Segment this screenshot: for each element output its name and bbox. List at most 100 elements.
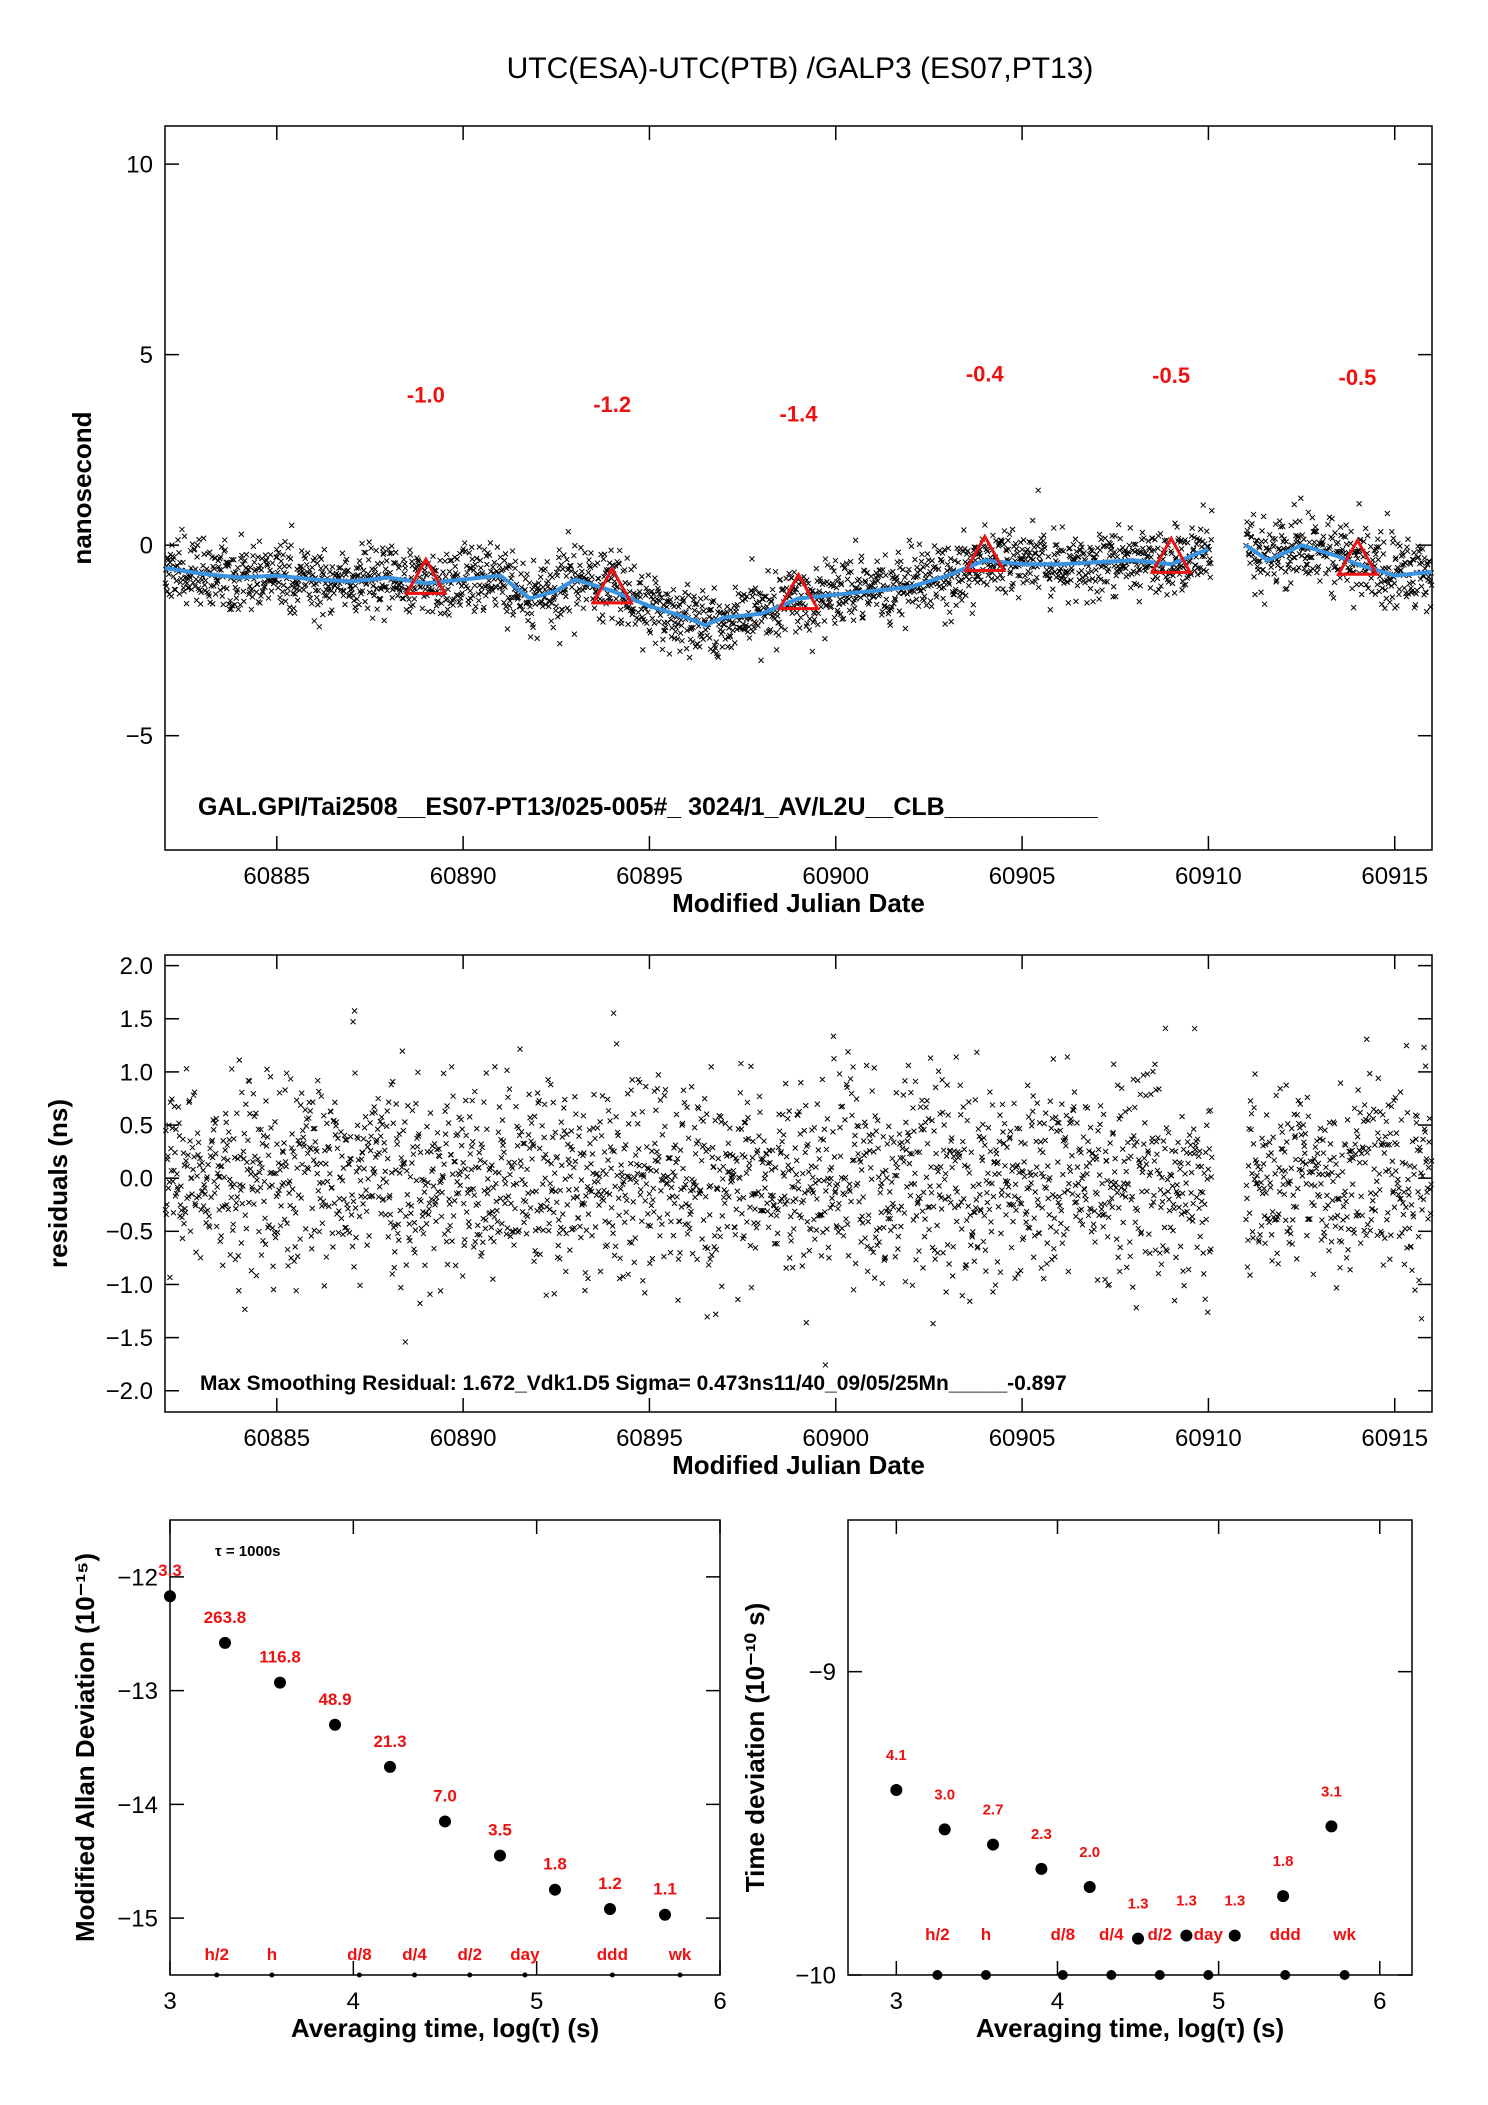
- data-point: [919, 1097, 925, 1104]
- data-point: [830, 583, 837, 590]
- data-point: [506, 1086, 513, 1092]
- data-point: [311, 618, 318, 624]
- data-point: [945, 1194, 952, 1200]
- data-point: [623, 1209, 630, 1216]
- data-point: [1203, 1122, 1210, 1129]
- data-point: [369, 1192, 376, 1199]
- data-point: [556, 547, 563, 553]
- data-point: [957, 1111, 964, 1118]
- data-point: [167, 1274, 173, 1281]
- data-point: [1203, 1216, 1210, 1223]
- data-point: [1010, 1218, 1016, 1225]
- data-point: [851, 1157, 857, 1163]
- data-point: [800, 1197, 807, 1204]
- data-point: [1403, 1204, 1409, 1211]
- data-point: [447, 1222, 453, 1229]
- data-point: [1347, 1266, 1353, 1273]
- data-point: [644, 1165, 651, 1171]
- data-point: [686, 1225, 693, 1232]
- data-point: [666, 651, 673, 657]
- data-point: [1395, 1191, 1402, 1198]
- data-point: [1260, 513, 1267, 520]
- data-point: [1282, 586, 1289, 593]
- data-point: [300, 586, 307, 593]
- data-point: [288, 542, 294, 549]
- data-point: [1200, 1250, 1207, 1256]
- data-point: [288, 522, 295, 529]
- data-point: [1201, 553, 1208, 560]
- data-point: [206, 549, 213, 556]
- data-point: [888, 1134, 895, 1141]
- data-point: [228, 1194, 235, 1201]
- data-point: [449, 1238, 455, 1244]
- data-point: [1188, 1169, 1195, 1176]
- data-point: [1428, 582, 1435, 589]
- data-point: [1172, 520, 1178, 527]
- data-point: [238, 1240, 245, 1246]
- data-point: [755, 622, 761, 629]
- data-point: [614, 1172, 620, 1179]
- data-point: [279, 1148, 286, 1154]
- data-point: [293, 1287, 300, 1294]
- data-point: [448, 1063, 455, 1070]
- data-point: [1059, 524, 1066, 530]
- data-point: [972, 1204, 979, 1211]
- data-point: [726, 632, 733, 639]
- data-point: [235, 606, 242, 613]
- data-point: [1325, 566, 1332, 573]
- data-point: [1190, 547, 1197, 554]
- data-point: [670, 1232, 677, 1239]
- data-point: [1415, 554, 1422, 561]
- data-point: [529, 1156, 535, 1162]
- data-point: [879, 567, 886, 573]
- data-point: [320, 1198, 327, 1205]
- data-point: [194, 542, 201, 548]
- data-point: [786, 570, 793, 577]
- data-point: [953, 1218, 960, 1225]
- data-point: [1247, 1097, 1254, 1104]
- data-point: [299, 1127, 306, 1134]
- data-point: [1195, 564, 1202, 571]
- data-point: [639, 1277, 646, 1284]
- data-point: [563, 1230, 570, 1237]
- data-point: [186, 1099, 192, 1106]
- data-point: [1063, 1112, 1070, 1119]
- data-point: [701, 1095, 708, 1102]
- data-point: [1251, 573, 1257, 580]
- data-point: [1180, 1268, 1186, 1275]
- data-point: [1407, 1162, 1413, 1169]
- data-point: [1342, 1142, 1349, 1148]
- data-point: [929, 557, 935, 564]
- data-point: [1100, 1111, 1107, 1118]
- data-point: [551, 1170, 558, 1177]
- data-point: [1089, 576, 1096, 582]
- data-point: [329, 564, 336, 570]
- data-point: [760, 1156, 766, 1162]
- data-point: [595, 575, 602, 582]
- data-point: [1188, 1189, 1194, 1196]
- data-point: [439, 1172, 446, 1179]
- x-tick-label: 60890: [430, 863, 497, 890]
- data-point: [958, 1226, 965, 1232]
- data-point: [538, 599, 545, 605]
- data-point: [421, 1177, 427, 1184]
- data-point: [859, 614, 865, 621]
- data-point: [941, 579, 947, 586]
- data-point: [583, 1193, 589, 1199]
- data-point: [527, 1205, 534, 1211]
- data-point: [705, 1262, 712, 1268]
- data-point: [372, 1154, 379, 1161]
- data-point: [366, 539, 372, 545]
- data-point: [169, 1125, 176, 1131]
- data-point: [412, 585, 418, 592]
- data-point: [1131, 1104, 1138, 1111]
- data-point: [262, 584, 268, 591]
- data-point: [1127, 1153, 1134, 1160]
- data-point: [1055, 573, 1062, 579]
- data-point: [212, 1120, 219, 1126]
- data-point: [1206, 1145, 1213, 1152]
- data-point: [550, 1209, 557, 1216]
- data-point: [1294, 538, 1301, 544]
- data-point: [517, 602, 524, 609]
- data-point: [596, 616, 603, 622]
